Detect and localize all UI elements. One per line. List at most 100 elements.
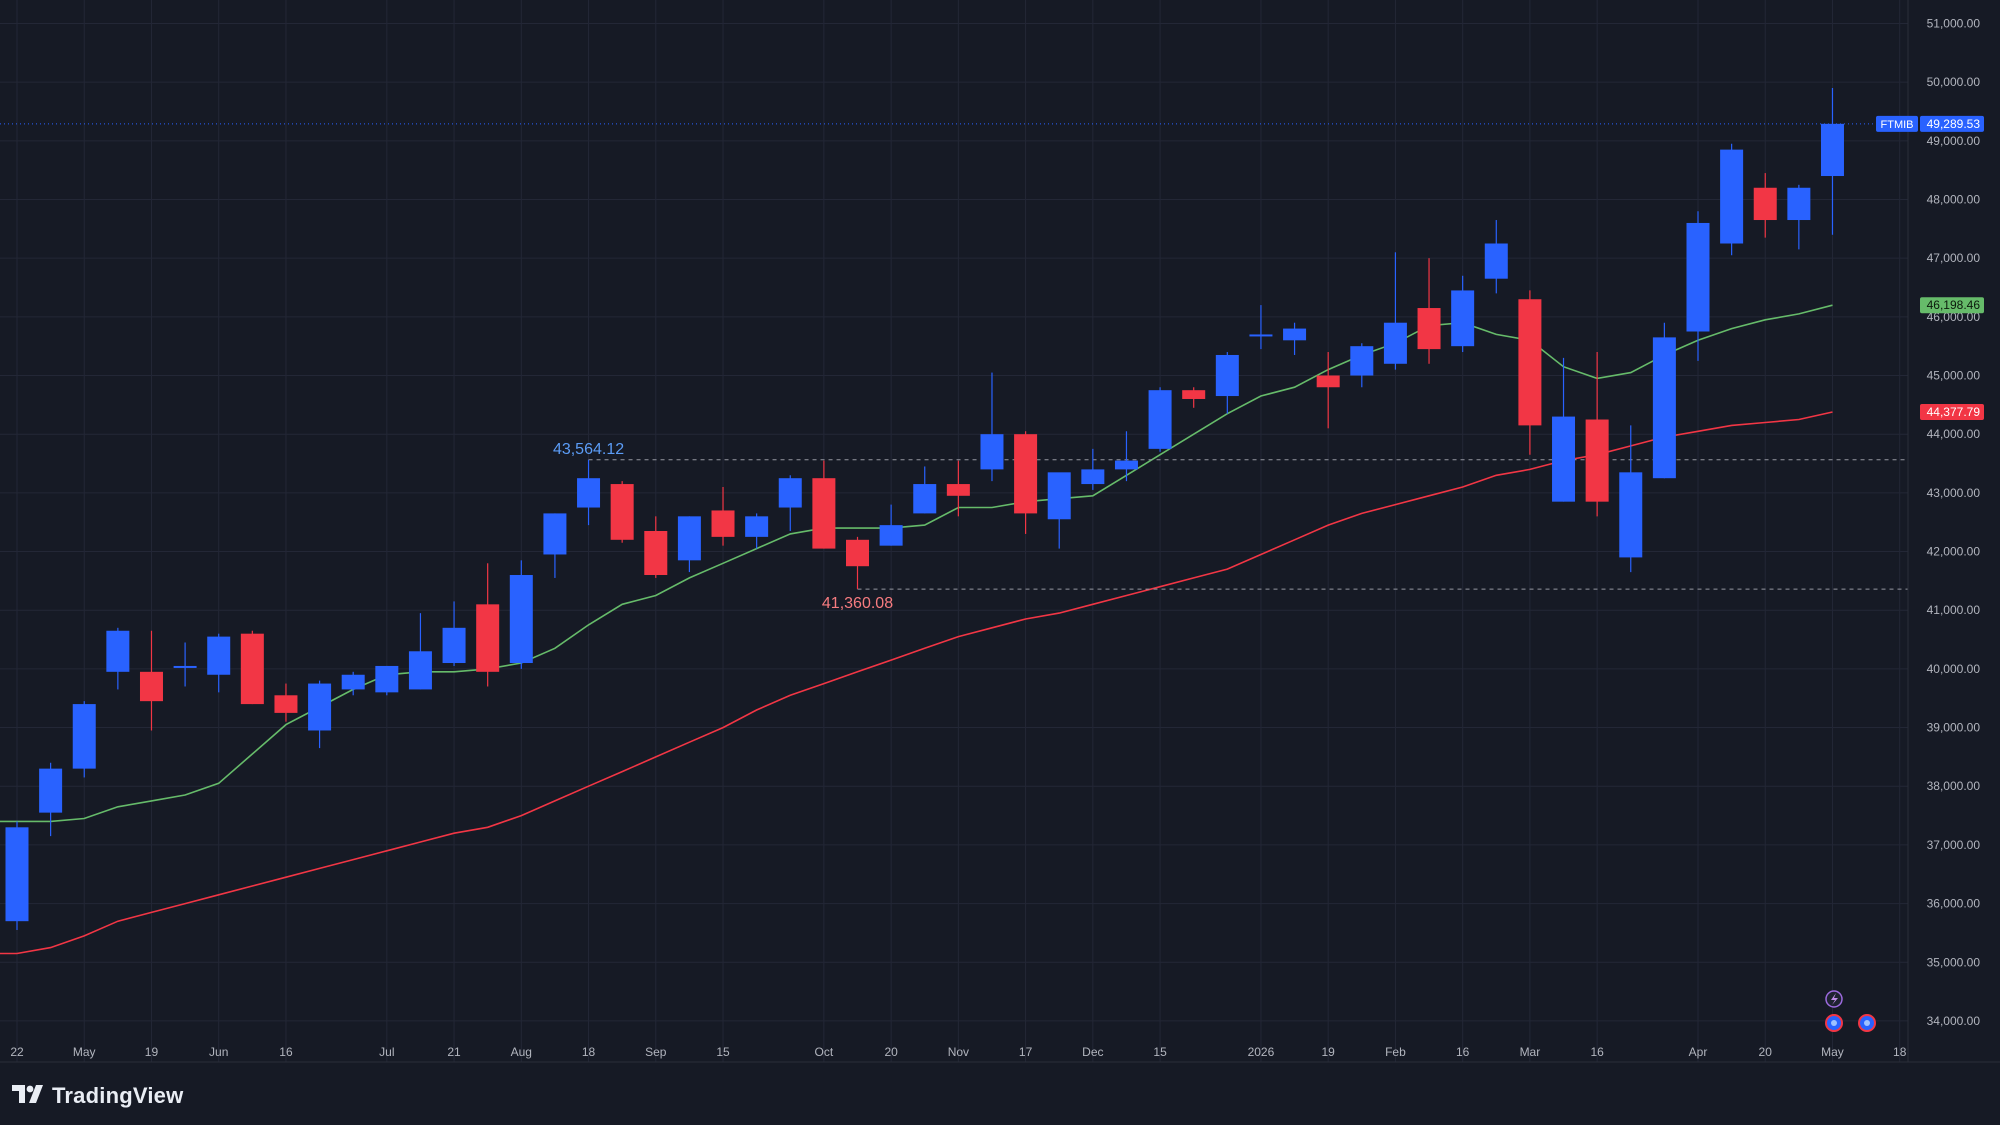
last-price-badge-box (1920, 115, 1984, 132)
y-tick-label: 42,000.00 (1927, 545, 1981, 559)
y-tick-label: 51,000.00 (1927, 16, 1981, 30)
candle (72, 701, 96, 778)
candle (1148, 387, 1172, 452)
event-lightning-icon[interactable] (1825, 990, 1843, 1008)
y-tick-label: 44,000.00 (1927, 427, 1981, 441)
candle (879, 504, 903, 546)
ma-fast-value-badge-box (1920, 297, 1984, 314)
candle (442, 601, 466, 666)
candle (980, 372, 1004, 482)
candle-body (1720, 149, 1744, 244)
ma-fast-value-badge: 46,198.46 (1920, 297, 1984, 314)
candle (1383, 252, 1407, 370)
candle (1014, 431, 1038, 534)
candle-body (207, 636, 231, 675)
event-dividend-icon[interactable] (1858, 1014, 1876, 1032)
candle-body (1114, 460, 1138, 470)
candle-body (980, 434, 1004, 470)
candle-body (442, 627, 466, 664)
candle (1585, 352, 1609, 517)
chart-event-icons[interactable] (1825, 990, 1876, 1032)
candle-body (240, 633, 264, 705)
candle (1552, 357, 1576, 502)
candle (476, 563, 500, 687)
candle (846, 536, 869, 590)
y-tick-label: 34,000.00 (1927, 1014, 1981, 1028)
x-tick-label: Jul (379, 1045, 394, 1059)
candle-body (1417, 308, 1441, 350)
candle-body (812, 478, 836, 549)
candle-body (644, 531, 668, 576)
candle (1484, 220, 1508, 294)
candle-body (39, 768, 63, 813)
candle (1215, 352, 1239, 414)
candle-body (846, 539, 869, 567)
candle-body (1148, 390, 1172, 449)
candle-body (711, 510, 735, 537)
candle-body (879, 525, 903, 546)
candle (812, 460, 836, 549)
candle-body (106, 630, 130, 672)
y-tick-label: 39,000.00 (1927, 721, 1981, 735)
candle (1283, 322, 1307, 355)
low-price-label: 41,360.08 (822, 595, 893, 612)
candle (1518, 290, 1542, 455)
last-price-badge: 49,289.53 (1920, 115, 1984, 132)
candle-body (72, 704, 96, 769)
ma-slow-line (0, 411, 1833, 955)
x-tick-label: May (1821, 1045, 1844, 1059)
candle (1619, 425, 1643, 573)
candle-body (1182, 390, 1206, 399)
y-tick-label: 47,000.00 (1927, 251, 1981, 265)
candle (1753, 173, 1777, 238)
candle (1787, 184, 1811, 250)
candle-body (1081, 469, 1105, 485)
candle (946, 460, 970, 517)
event-dividend-icon[interactable] (1825, 1014, 1843, 1032)
candle-body (476, 604, 500, 672)
candle-body (308, 683, 332, 731)
brand-name: TradingView (52, 1083, 184, 1108)
candle-body (1787, 187, 1811, 221)
x-tick-label: 2026 (1248, 1045, 1275, 1059)
candle (1720, 143, 1744, 256)
candle (375, 665, 399, 696)
candle (711, 486, 735, 546)
x-tick-label: 18 (582, 1045, 596, 1059)
x-tick-label: 17 (1019, 1045, 1033, 1059)
candle-body (778, 478, 802, 508)
candle-body (1484, 243, 1508, 279)
candle-body (1518, 299, 1542, 426)
candle (1417, 258, 1441, 364)
y-tick-label: 40,000.00 (1927, 662, 1981, 676)
candle (308, 680, 332, 749)
candle-body (610, 484, 634, 540)
candle-body (1383, 322, 1407, 364)
candle-body (1451, 290, 1475, 347)
y-tick-label: 36,000.00 (1927, 897, 1981, 911)
candle (106, 627, 130, 690)
x-tick-label: Feb (1385, 1045, 1406, 1059)
candle (644, 516, 668, 578)
candle-body (5, 827, 29, 922)
candle (1451, 275, 1475, 353)
candle-body (408, 651, 432, 690)
candle-body (1316, 375, 1340, 388)
x-tick-label: Nov (948, 1045, 969, 1059)
time-scale[interactable]: 22 May 19 Jun 16 Jul 21 Aug 18 Sep 15 Oct 20 Nov 17 Dec… (10, 1045, 1906, 1059)
y-tick-label: 49,000.00 (1927, 134, 1981, 148)
x-tick-label: 15 (716, 1045, 730, 1059)
ma-slow-value-badge-text: 44,377.79 (1927, 405, 1981, 419)
x-tick-label: Mar (1520, 1045, 1541, 1059)
x-tick-label: 15 (1153, 1045, 1167, 1059)
tradingview-brand[interactable]: TradingView (12, 1080, 183, 1112)
y-tick-label: 37,000.00 (1927, 838, 1981, 852)
x-tick-label: May (73, 1045, 96, 1059)
candle-body (1215, 354, 1239, 397)
last-price-badge-text: 49,289.53 (1927, 117, 1981, 131)
tradingview-logo-icon (12, 1084, 44, 1108)
price-scale[interactable]: 34,000.00 35,000.00 36,000.00 37,000.00 38,0… (1927, 16, 1981, 1027)
x-tick-label: 20 (884, 1045, 898, 1059)
